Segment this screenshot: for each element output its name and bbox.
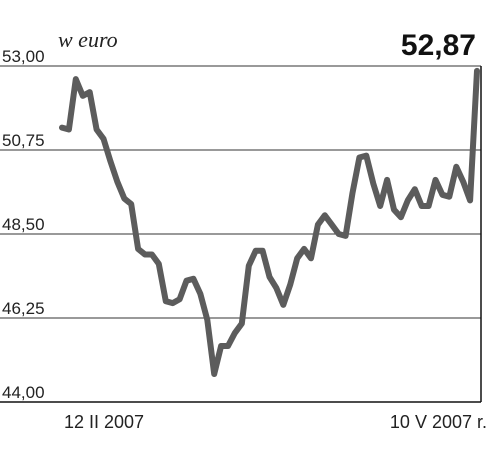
last-value-label: 52,87 [401,29,476,62]
x-tick-label: 10 V 2007 r. [390,412,487,432]
price-series-line [59,67,480,377]
series-layer [59,67,480,377]
y-tick-label: 44,00 [2,383,45,402]
y-tick-label: 48,50 [2,215,45,234]
x-axis-ticks: 12 II 2007 10 V 2007 r. [64,412,487,432]
x-tick-label: 12 II 2007 [64,412,144,432]
y-tick-label: 53,00 [2,47,45,66]
y-tick-label: 50,75 [2,131,45,150]
y-axis-ticks: 44,00 46,25 48,50 50,75 53,00 [2,47,45,402]
unit-label: w euro [58,27,118,52]
y-tick-label: 46,25 [2,299,45,318]
gridlines [0,65,482,403]
